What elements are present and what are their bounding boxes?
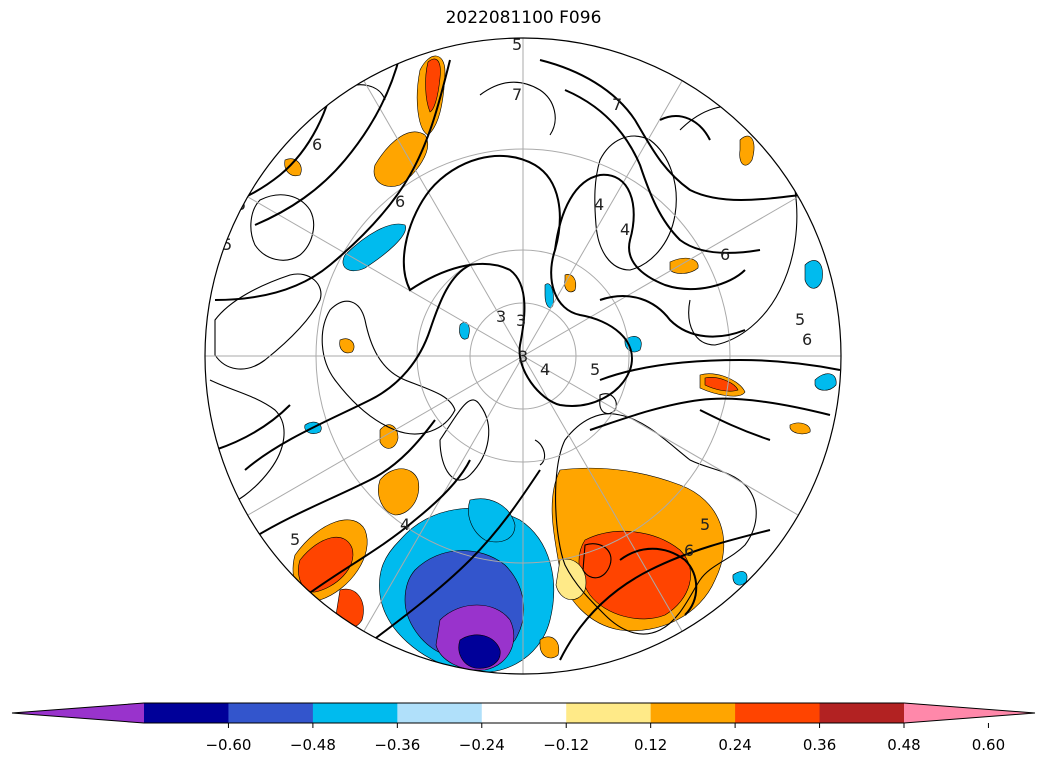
colorbar-tick-label: −0.36 [374, 736, 420, 754]
contour-label: 3 [518, 347, 528, 366]
colorbar-cell [735, 703, 821, 723]
colorbar-cell [144, 703, 229, 723]
colorbar-cell [819, 703, 905, 723]
colorbar-tick-label: 0.60 [972, 736, 1005, 754]
contour-label: 5 [290, 530, 300, 549]
contour-label: 6 [802, 330, 812, 349]
contour-label: 7 [512, 85, 522, 104]
map-title: 2022081100 F096 [445, 8, 602, 28]
contour-label: 6 [312, 135, 322, 154]
colorbar-tick-label: −0.12 [543, 736, 589, 754]
graticule [205, 38, 841, 674]
contour-label: 6 [684, 541, 694, 560]
contour-label: 5 [795, 310, 805, 329]
contour-label: 5 [590, 360, 600, 379]
colorbar-extend-high [904, 703, 1035, 723]
colorbar-tick-label: −0.48 [290, 736, 336, 754]
colorbar-tick-label: 0.36 [803, 736, 836, 754]
contour-label-group: 5 5 6 6 6 6 6 5 5 4 3 3 3 4 5 7 7 5 4 4 … [222, 35, 812, 560]
colorbar-cell [566, 703, 652, 723]
contour-label: 4 [620, 220, 630, 239]
colorbar-tick-label: 0.24 [718, 736, 751, 754]
contour-label: 6 [395, 192, 405, 211]
contour-label: 4 [540, 360, 550, 379]
contour-label: 5 [512, 35, 522, 54]
colorbar-cell [650, 703, 736, 723]
height-contours [209, 54, 841, 661]
colorbar-cell [228, 703, 314, 723]
colorbar-tick-label: 0.48 [887, 736, 920, 754]
colorbar-extend-low [12, 703, 144, 723]
colorbar-cell [312, 703, 398, 723]
contour-label: 7 [612, 95, 622, 114]
colorbar-cell [481, 703, 567, 723]
colorbar-cell [397, 703, 483, 723]
colorbar-outline [11, 702, 1036, 724]
colorbar-tick-label: −0.24 [459, 736, 505, 754]
contour-label: 4 [594, 195, 604, 214]
contour-label: 4 [400, 515, 410, 534]
contour-label: 3 [516, 311, 526, 330]
contour-label: 3 [496, 307, 506, 326]
colorbar-ticks: −0.60 −0.48 −0.36 −0.24 −0.12 0.12 0.24 0.36 0.4… [205, 723, 1005, 754]
contour-label: 6 [720, 245, 730, 264]
contour-label: 5 [700, 515, 710, 534]
colorbar-tick-label: −0.60 [205, 736, 251, 754]
anomaly-shading [284, 55, 837, 673]
colorbar-cells [11, 702, 1036, 724]
contour-label: 5 [222, 235, 232, 254]
polar-map: 5 5 6 6 6 6 6 5 5 4 3 3 3 4 5 7 7 5 4 4 … [204, 35, 842, 675]
colorbar-tick-label: 0.12 [634, 736, 667, 754]
map-boundary [204, 37, 842, 675]
